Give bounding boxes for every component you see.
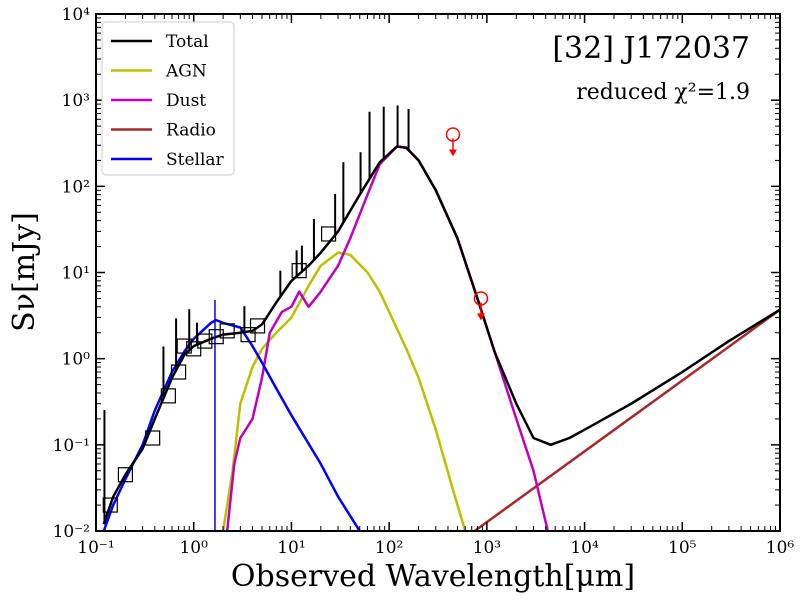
x-tick-label: 10⁶ [766, 538, 795, 558]
series-agn-line [221, 251, 467, 531]
series-layer [102, 145, 780, 531]
x-tick-label: 10³ [473, 538, 501, 558]
upper-limit [473, 291, 489, 321]
y-tick-label: 10⁻¹ [53, 436, 90, 456]
legend-label: AGN [165, 62, 207, 82]
x-tick-label: 10¹ [277, 538, 305, 558]
y-tick-label: 10² [62, 177, 90, 197]
series-total-line [102, 145, 780, 525]
legend-label: Dust [166, 91, 206, 111]
observed-photometry [102, 226, 337, 513]
x-tick-label: 10⁴ [570, 538, 599, 558]
y-tick-label: 10⁴ [62, 5, 91, 25]
legend-label: Total [166, 32, 209, 52]
x-tick-label: 10⁵ [668, 538, 697, 558]
observed-point [291, 263, 307, 279]
legend-box [101, 21, 235, 176]
observed-point [240, 327, 256, 343]
observed-point [176, 338, 192, 354]
observed-point [320, 226, 337, 242]
chart-title: [32] J172037 [552, 31, 750, 66]
observed-point [208, 329, 224, 345]
observed-point [102, 497, 118, 513]
observed-point [219, 323, 235, 339]
series-radio-line [473, 308, 780, 531]
axis-ticks: 10⁻¹ 10⁰ 10¹ 10² 10³ 10⁴ 10⁵ 10⁶10⁻²10⁻¹10⁰10¹1… [53, 5, 795, 558]
upper-limit-markers [445, 127, 489, 321]
chart-subtitle: reduced χ²=1.9 [576, 80, 750, 105]
upper-limit [445, 127, 461, 157]
observed-point [170, 364, 187, 380]
emission-lines [103, 105, 410, 531]
legend-item-radio: Radio [111, 121, 216, 141]
x-tick-label: 10² [375, 538, 403, 558]
plot-frame [95, 13, 781, 532]
x-axis-label: Observed Wavelength[μm] [231, 559, 635, 594]
legend-item-dust: Dust [111, 91, 206, 111]
observed-point [117, 467, 134, 483]
observed-point [160, 388, 176, 404]
observed-point [197, 333, 213, 349]
y-tick-label: 10⁰ [62, 350, 91, 370]
series-stellar-line [102, 318, 361, 531]
legend-label: Stellar [166, 150, 225, 170]
upper-limit-arrow-head [448, 149, 457, 157]
legend-item-agn: AGN [111, 62, 207, 82]
observed-point [249, 318, 266, 334]
x-tick-label: 10⁻¹ [77, 538, 114, 558]
legend-label: Radio [166, 121, 216, 141]
x-tick-label: 10⁰ [179, 538, 208, 558]
y-axis-label: Sν[mJy] [7, 212, 42, 332]
legend-item-stellar: Stellar [111, 150, 225, 170]
legend-item-total: Total [111, 32, 209, 52]
y-tick-label: 10³ [62, 91, 90, 111]
upper-limit-arrow-head [476, 313, 485, 321]
legend: Total AGN Dust Radio Stellar [101, 21, 235, 176]
y-tick-label: 10¹ [62, 264, 90, 284]
observed-point [145, 430, 161, 446]
y-tick-label: 10⁻² [53, 522, 90, 542]
observed-point [186, 341, 202, 357]
